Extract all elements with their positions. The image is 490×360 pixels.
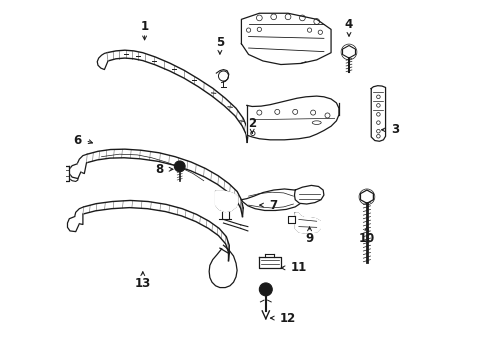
Polygon shape [242,13,331,64]
Polygon shape [294,185,324,204]
Text: 10: 10 [359,232,375,245]
Text: 1: 1 [141,20,148,33]
Polygon shape [361,190,373,203]
Polygon shape [216,192,238,212]
Text: 3: 3 [391,123,399,136]
Polygon shape [371,86,386,141]
Text: 2: 2 [248,117,256,130]
Text: 4: 4 [345,18,353,31]
Polygon shape [247,96,339,140]
Circle shape [263,286,269,293]
Circle shape [174,161,185,172]
Text: 13: 13 [135,277,151,290]
Text: 9: 9 [305,232,314,245]
Polygon shape [242,189,302,211]
Text: 7: 7 [269,199,277,212]
Text: 8: 8 [155,163,164,176]
Polygon shape [68,217,79,231]
Text: 11: 11 [291,261,307,274]
Polygon shape [295,213,320,233]
Polygon shape [69,164,81,179]
Polygon shape [77,154,87,174]
Polygon shape [343,45,355,58]
Text: 6: 6 [73,134,81,147]
Polygon shape [97,53,108,69]
Circle shape [259,283,272,296]
Polygon shape [259,257,281,267]
Text: 12: 12 [280,311,296,325]
Polygon shape [288,216,295,223]
Polygon shape [64,166,69,181]
Polygon shape [74,207,84,225]
Text: 5: 5 [216,36,224,49]
